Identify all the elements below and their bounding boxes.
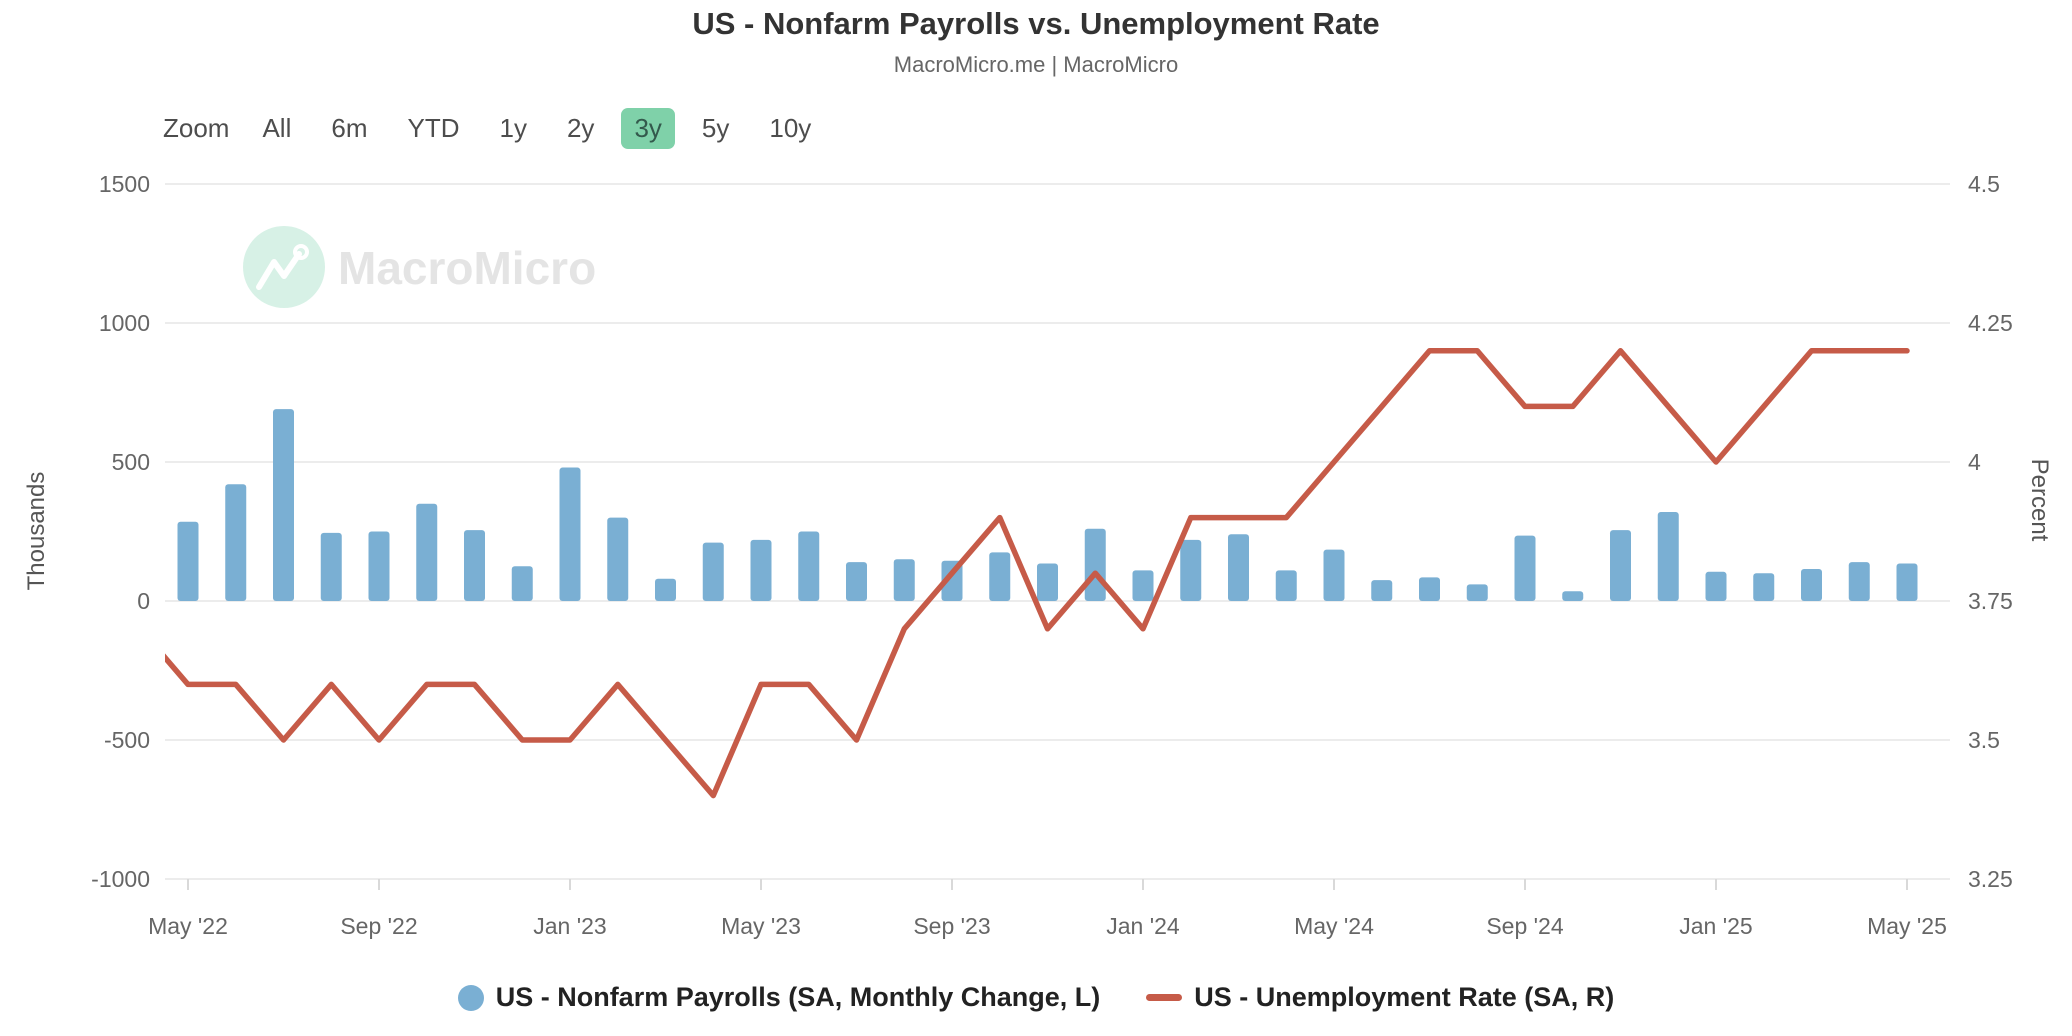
payrolls-bar-Sep '24[interactable] xyxy=(1514,535,1536,601)
payrolls-bar-Dec '23[interactable] xyxy=(1084,528,1106,601)
payrolls-bar-Jul '23[interactable] xyxy=(846,562,867,601)
zoom-range-button-10y[interactable]: 10y xyxy=(769,113,812,143)
payrolls-bar-Oct '22[interactable] xyxy=(416,503,438,601)
right-axis-title: Percent xyxy=(2026,459,2053,542)
payrolls-bar-Aug '24[interactable] xyxy=(1466,584,1488,601)
legend-label: US - Unemployment Rate (SA, R) xyxy=(1194,982,1615,1012)
payrolls-bar-May '24[interactable] xyxy=(1323,549,1345,601)
unemployment-line-series xyxy=(140,348,1910,799)
axis-layer: 1500 1000 500 0 -500 -1000 4.5 4.25 4 3.75 3.5 3.25… xyxy=(23,171,2053,939)
right-axis-tick-label: 3.75 xyxy=(1968,588,2013,614)
payrolls-bar-Feb '24[interactable] xyxy=(1180,539,1202,601)
zoom-range-button-1y[interactable]: 1y xyxy=(499,113,527,143)
payrolls-legend-marker-icon xyxy=(457,984,484,1011)
x-axis-tick-label: Jan '25 xyxy=(1679,913,1752,939)
payrolls-bar-Dec '24[interactable] xyxy=(1657,512,1679,601)
payrolls-bar-Dec '22[interactable] xyxy=(511,566,533,601)
left-axis-tick-label: -500 xyxy=(104,727,150,753)
grid-layer xyxy=(165,183,1950,880)
payrolls-bar-Jul '24[interactable] xyxy=(1419,577,1440,601)
payrolls-bar-Nov '22[interactable] xyxy=(464,530,485,601)
left-axis-tick-label: 1000 xyxy=(99,310,150,336)
payrolls-bar-May '22[interactable] xyxy=(177,521,199,601)
zoom-range-button-5y[interactable]: 5y xyxy=(701,113,730,143)
payrolls-bar-Aug '22[interactable] xyxy=(320,532,342,601)
payrolls-bar-Apr '24[interactable] xyxy=(1275,570,1297,601)
unemployment-legend-marker-icon xyxy=(1146,994,1183,1001)
payrolls-bar-Jun '24[interactable] xyxy=(1371,580,1393,601)
x-axis-tick-label: Sep '22 xyxy=(340,913,417,939)
zoom-range-button-2y[interactable]: 2y xyxy=(566,113,595,143)
payrolls-bar-series xyxy=(177,409,1918,602)
watermark-text: MacroMicro xyxy=(338,242,596,294)
payrolls-bar-Oct '23[interactable] xyxy=(989,552,1011,601)
page-subtitle: MacroMicro.me | MacroMicro xyxy=(893,52,1179,77)
x-axis-tick-label: May '22 xyxy=(148,913,228,939)
page-title: US - Nonfarm Payrolls vs. Unemployment R… xyxy=(692,6,1380,41)
payrolls-bar-Jan '25[interactable] xyxy=(1705,571,1727,601)
payrolls-bar-Jun '22[interactable] xyxy=(225,484,247,601)
x-axis-tick-label: Jan '24 xyxy=(1106,913,1180,939)
left-axis-tick-label: 1500 xyxy=(99,171,150,197)
zoom-range-button-3y[interactable]: 3y xyxy=(621,108,675,149)
macromicro-watermark: MacroMicro xyxy=(243,226,596,308)
zoom-range-button-all[interactable]: All xyxy=(262,113,292,143)
payrolls-bar-Jan '23[interactable] xyxy=(559,467,581,601)
left-axis-tick-label: -1000 xyxy=(91,866,150,892)
left-axis-tick-label: 500 xyxy=(112,449,150,475)
legend-item-unemployment-rate[interactable]: US - Unemployment Rate (SA, R) xyxy=(1146,982,1614,1013)
payrolls-bar-Aug '23[interactable] xyxy=(893,559,915,601)
right-axis-tick-label: 4 xyxy=(1968,449,1981,475)
x-axis-tick-label: Jan '23 xyxy=(533,913,606,939)
zoom-toolbar-label: Zoom xyxy=(163,113,230,143)
payrolls-bar-Sep '22[interactable] xyxy=(368,531,390,602)
x-axis-tick-label: May '25 xyxy=(1867,913,1947,939)
payrolls-bar-Feb '25[interactable] xyxy=(1753,573,1775,601)
payrolls-bar-Mar '23[interactable] xyxy=(655,578,676,601)
right-axis-tick-label: 4.5 xyxy=(1968,171,2000,197)
left-axis-title: Thousands xyxy=(23,472,50,591)
left-axis-tick-label: 0 xyxy=(137,588,150,614)
x-axis-tick-label: Sep '23 xyxy=(913,913,990,939)
payrolls-bar-Jan '24[interactable] xyxy=(1132,570,1154,601)
payrolls-bar-Nov '24[interactable] xyxy=(1610,530,1631,601)
unemployment-line[interactable] xyxy=(140,348,1910,799)
zoom-range-button-ytd[interactable]: YTD xyxy=(407,113,460,143)
payrolls-bar-Nov '23[interactable] xyxy=(1037,563,1058,601)
macromicro-logo-icon xyxy=(243,226,325,308)
macromicro-logo-pulse xyxy=(256,251,302,290)
payrolls-bar-Feb '23[interactable] xyxy=(607,517,629,601)
right-axis-tick-label: 4.25 xyxy=(1968,310,2013,336)
macromicro-logo-dot xyxy=(293,244,309,260)
right-axis-tick-label: 3.25 xyxy=(1968,866,2013,892)
chart-legend: US - Nonfarm Payrolls (SA, Monthly Chang… xyxy=(0,982,2072,1013)
payrolls-bar-Jul '22[interactable] xyxy=(273,409,294,601)
zoom-range-button-6m[interactable]: 6m xyxy=(331,113,368,143)
payrolls-bar-May '25[interactable] xyxy=(1896,563,1918,601)
payrolls-bar-Mar '25[interactable] xyxy=(1801,569,1822,601)
payrolls-bar-Mar '24[interactable] xyxy=(1228,534,1249,601)
zoom-toolbar: Zoom All 6m YTD 1y 2y 3y 5y 10y xyxy=(163,108,824,149)
payrolls-bar-Apr '23[interactable] xyxy=(702,542,724,601)
legend-label: US - Nonfarm Payrolls (SA, Monthly Chang… xyxy=(495,982,1101,1012)
right-axis-tick-label: 3.5 xyxy=(1968,727,2000,753)
x-axis-tick-label: May '24 xyxy=(1294,913,1374,939)
payrolls-bar-Oct '24[interactable] xyxy=(1562,591,1584,601)
x-axis-tick-label: Sep '24 xyxy=(1486,913,1563,939)
payrolls-bar-May '23[interactable] xyxy=(750,539,772,601)
legend-item-nonfarm-payrolls[interactable]: US - Nonfarm Payrolls (SA, Monthly Chang… xyxy=(457,982,1101,1013)
payrolls-bar-Apr '25[interactable] xyxy=(1848,562,1870,601)
payrolls-bar-Jun '23[interactable] xyxy=(798,531,820,602)
x-axis-tick-label: May '23 xyxy=(721,913,801,939)
